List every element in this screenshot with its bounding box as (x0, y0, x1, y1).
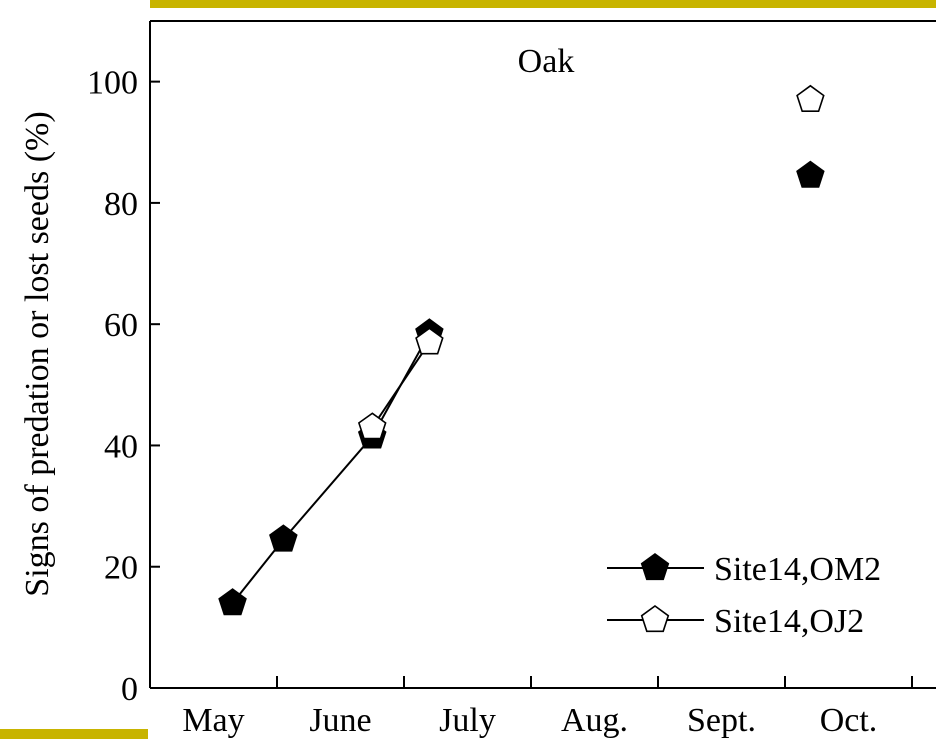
legend-marker-oj2 (640, 605, 670, 633)
y-tick-label: 60 (104, 307, 138, 344)
legend: Site14,OM2 Site14,OJ2 (607, 551, 881, 640)
series-1-point (415, 327, 444, 355)
series-0-point (269, 524, 298, 552)
y-tick-label: 20 (104, 550, 138, 587)
series-1-point (796, 84, 825, 112)
x-tick-label: Sept. (687, 702, 756, 739)
x-tick-label: June (309, 702, 371, 739)
series-0-point (796, 160, 825, 188)
series-layer (218, 84, 825, 616)
bottom-accent-bar (0, 729, 148, 739)
series-1-point (357, 412, 387, 440)
y-tick-label: 0 (121, 671, 138, 708)
y-tick-label: 80 (104, 186, 138, 223)
y-tick-label: 100 (87, 65, 138, 102)
x-tick-label: May (182, 702, 244, 739)
series-line-0 (231, 332, 431, 604)
panel-label-oak: Oak (518, 43, 575, 80)
legend-marker-om2 (640, 553, 670, 581)
x-tick-label: Oct. (820, 702, 878, 739)
top-accent-bar (150, 0, 936, 8)
legend-label-om2: Site14,OM2 (714, 551, 881, 588)
series-0-point (218, 588, 247, 616)
legend-label-oj2: Site14,OJ2 (714, 603, 864, 640)
y-axis-title: Signs of predation or lost seeds (%) (19, 111, 56, 596)
x-axis-ticks: May June July Aug. Sept. Oct. (149, 676, 913, 739)
series-line-1 (371, 341, 431, 428)
y-tick-label: 40 (104, 428, 138, 465)
x-tick-label: Aug. (561, 702, 628, 739)
x-tick-label: July (439, 702, 496, 739)
y-axis-ticks: 0 20 40 60 80 100 (87, 65, 160, 708)
